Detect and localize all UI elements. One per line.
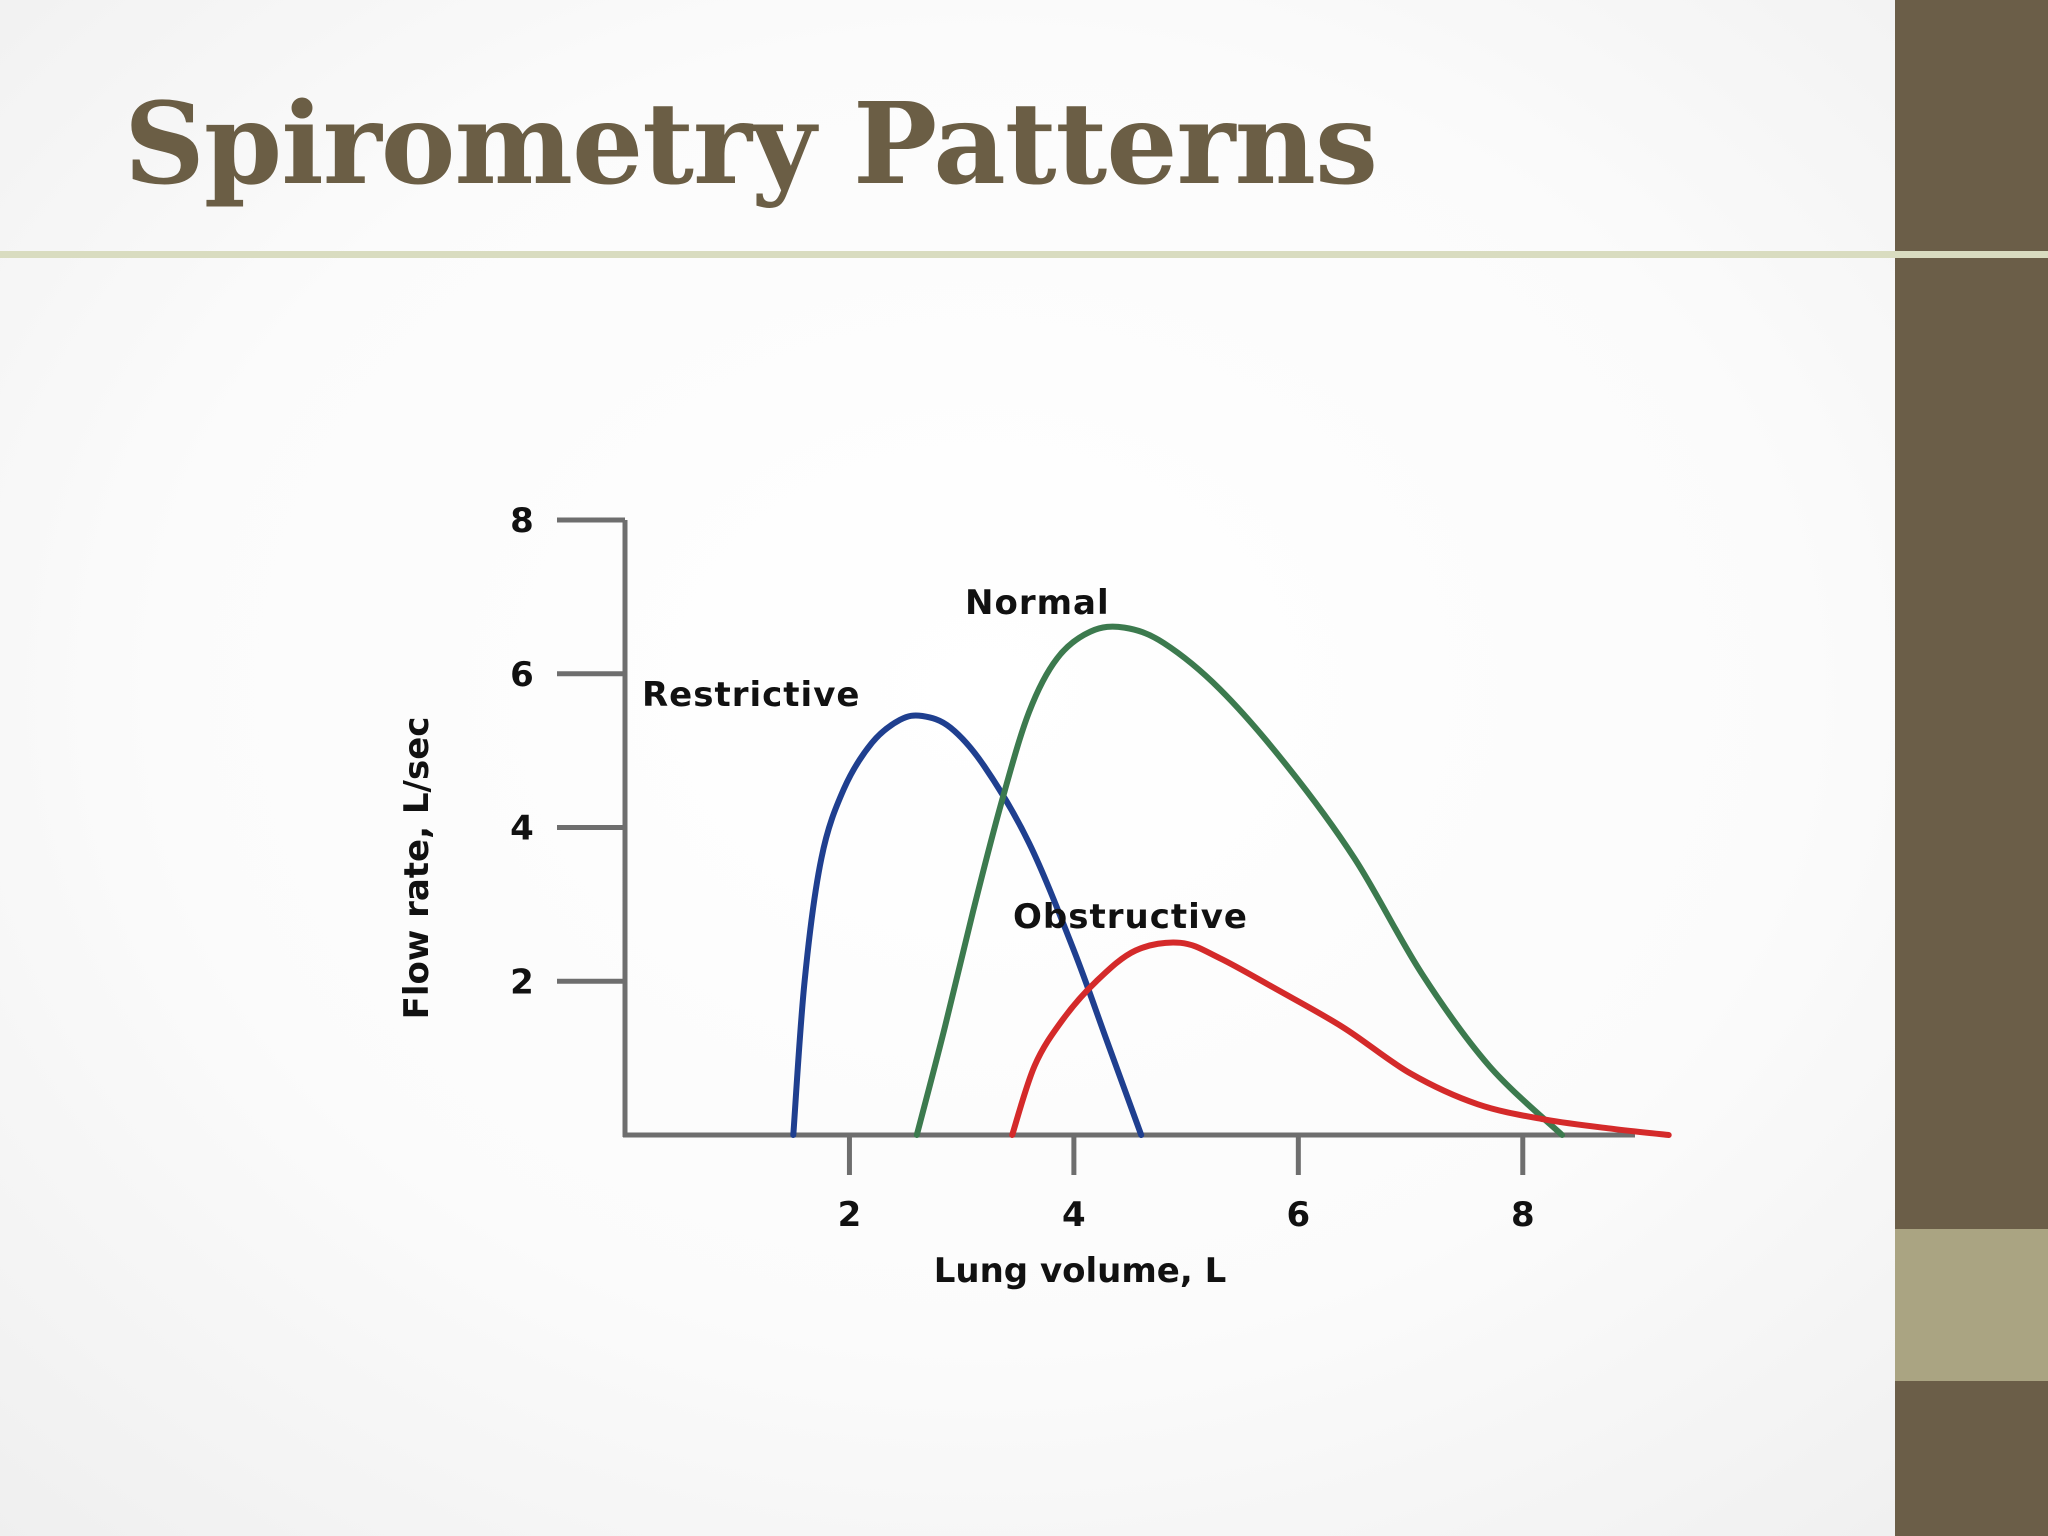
x-axis-label: Lung volume, L	[934, 1251, 1227, 1291]
chart-series	[790, 623, 1672, 1138]
slide-title: Spirometry Patterns	[124, 79, 1378, 210]
y-axis-label: Flow rate, L/sec	[397, 717, 437, 1020]
series-label-obstructive: Obstructive	[1013, 897, 1248, 937]
y-tick-label: 8	[510, 501, 534, 541]
series-line-normal	[913, 623, 1566, 1138]
series-label-restrictive: Restrictive	[642, 675, 860, 715]
y-tick-label: 4	[510, 809, 534, 849]
x-tick-label: 6	[1286, 1195, 1310, 1235]
chart-axes: 2 4 6 8 2 4 6 8 Lung volume, L Flow rate, L/sec	[397, 501, 1635, 1291]
series-label-normal: Normal	[965, 583, 1110, 623]
title-divider	[0, 251, 2048, 258]
series-line-restrictive	[790, 712, 1145, 1138]
x-tick-label: 8	[1511, 1195, 1535, 1235]
x-tick-label: 2	[838, 1195, 862, 1235]
chart-labels: Restrictive Normal Obstructive	[642, 583, 1248, 937]
x-tick-label: 4	[1062, 1195, 1086, 1235]
y-tick-label: 6	[510, 655, 534, 695]
side-accent-block	[1895, 1229, 2048, 1381]
y-tick-label: 2	[510, 962, 534, 1002]
series-line-obstructive	[1009, 939, 1672, 1138]
